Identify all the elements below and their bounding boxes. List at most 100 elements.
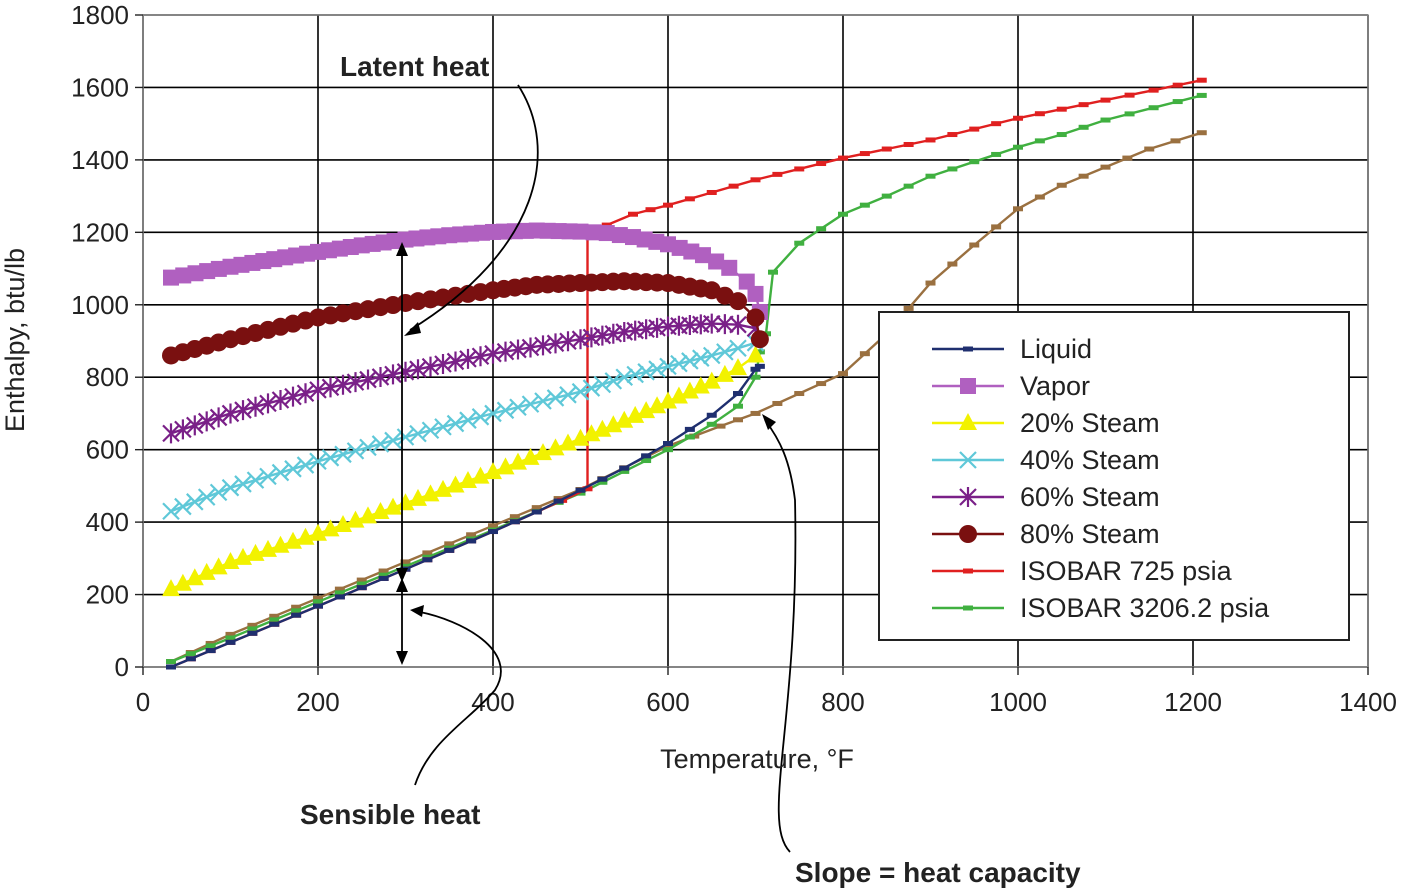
series-layer <box>162 77 1207 670</box>
marker-x <box>221 478 240 497</box>
marker-square <box>738 273 755 290</box>
legend-label: Liquid <box>1020 334 1092 364</box>
marker-dash <box>1122 155 1133 161</box>
legend-item: ISOBAR 725 psia <box>932 556 1233 586</box>
marker-x <box>546 389 565 407</box>
marker-dash <box>313 599 323 605</box>
marker-triangle <box>209 557 228 575</box>
marker-x <box>384 431 402 450</box>
marker-x <box>509 398 527 417</box>
marker-circle <box>729 292 747 311</box>
marker-dash <box>794 240 805 246</box>
x-axis: 0 200 400 600 800 1000 1200 1400 <box>136 667 1397 717</box>
marker-x <box>321 449 340 467</box>
marker-asterisk <box>246 396 265 417</box>
marker-dash <box>166 664 176 670</box>
y-tick-label: 1200 <box>71 217 129 247</box>
marker-dash <box>553 498 564 504</box>
marker-x <box>284 460 302 478</box>
marker-dash <box>772 171 783 177</box>
marker-dash <box>963 346 973 352</box>
marker-dash <box>733 391 743 397</box>
marker-triangle <box>715 364 734 382</box>
marker-dash <box>1148 87 1159 93</box>
legend-item: 80% Steam <box>932 519 1160 549</box>
marker-dash <box>1196 130 1207 136</box>
marker-triangle <box>691 376 710 394</box>
marker-dash <box>225 639 236 645</box>
marker-dash <box>969 242 980 248</box>
marker-dash <box>881 193 892 199</box>
marker-x <box>637 363 655 381</box>
marker-dash <box>641 453 652 459</box>
marker-dash <box>1078 124 1089 130</box>
arrowhead-down-icon <box>396 651 408 665</box>
marker-dash <box>509 514 520 520</box>
marker-x <box>496 401 515 420</box>
sensible-heat-pointer <box>414 611 502 786</box>
marker-x <box>648 360 666 378</box>
marker-dash <box>422 550 433 556</box>
x-tick-label: 600 <box>646 687 689 717</box>
marker-dash <box>400 559 411 565</box>
marker-triangle <box>509 452 527 470</box>
marker-dash <box>1100 117 1111 123</box>
marker-x <box>246 471 265 489</box>
marker-x <box>471 408 490 426</box>
marker-asterisk <box>959 487 977 507</box>
marker-triangle <box>396 493 415 511</box>
marker-x <box>197 488 216 506</box>
annotation-arrows <box>396 84 797 853</box>
marker-triangle <box>162 579 180 597</box>
annotation-sensible-heat: Sensible heat <box>300 799 481 830</box>
marker-dash <box>205 648 216 654</box>
marker-x <box>346 442 365 460</box>
marker-dash <box>582 486 593 492</box>
marker-square <box>695 247 711 264</box>
marker-dash <box>816 161 827 167</box>
marker-dash <box>684 434 695 440</box>
legend-label: Vapor <box>1020 371 1090 401</box>
marker-dash <box>1172 82 1183 88</box>
marker-dash <box>750 177 761 183</box>
marker-x <box>681 352 699 370</box>
marker-dash <box>225 631 236 637</box>
marker-triangle <box>421 484 440 502</box>
marker-triangle <box>593 419 612 437</box>
marker-dash <box>1078 173 1089 179</box>
marker-x <box>659 357 677 376</box>
marker-x <box>615 368 634 386</box>
marker-dash <box>247 622 258 628</box>
marker-dash <box>925 173 936 179</box>
marker-dash <box>356 581 367 587</box>
marker-dash <box>903 305 914 311</box>
x-axis-title: Temperature, °F <box>660 744 854 774</box>
marker-dash <box>269 617 280 623</box>
marker-dash <box>706 421 717 427</box>
marker-triangle <box>582 424 601 442</box>
series-vapor <box>163 222 768 321</box>
marker-dash <box>1196 92 1207 98</box>
marker-x <box>459 411 477 429</box>
marker-triangle <box>648 396 667 414</box>
marker-dash <box>963 568 973 574</box>
marker-dash <box>947 261 958 267</box>
marker-dash <box>684 196 695 202</box>
marker-dash <box>991 121 1002 127</box>
marker-x <box>309 452 327 471</box>
arrowhead-icon <box>410 605 424 617</box>
legend-item: ISOBAR 3206.2 psia <box>932 593 1270 623</box>
marker-circle <box>750 330 769 349</box>
marker-dash <box>509 519 520 525</box>
marker-x <box>359 438 377 457</box>
marker-dash <box>728 183 739 189</box>
marker-dash <box>684 426 695 432</box>
marker-dash <box>1078 102 1089 108</box>
marker-x <box>296 456 315 474</box>
legend-label: 20% Steam <box>1020 408 1160 438</box>
marker-dash <box>881 146 892 152</box>
marker-triangle <box>321 519 340 537</box>
marker-triangle <box>702 371 721 389</box>
marker-triangle <box>459 471 477 489</box>
marker-triangle <box>359 506 377 524</box>
